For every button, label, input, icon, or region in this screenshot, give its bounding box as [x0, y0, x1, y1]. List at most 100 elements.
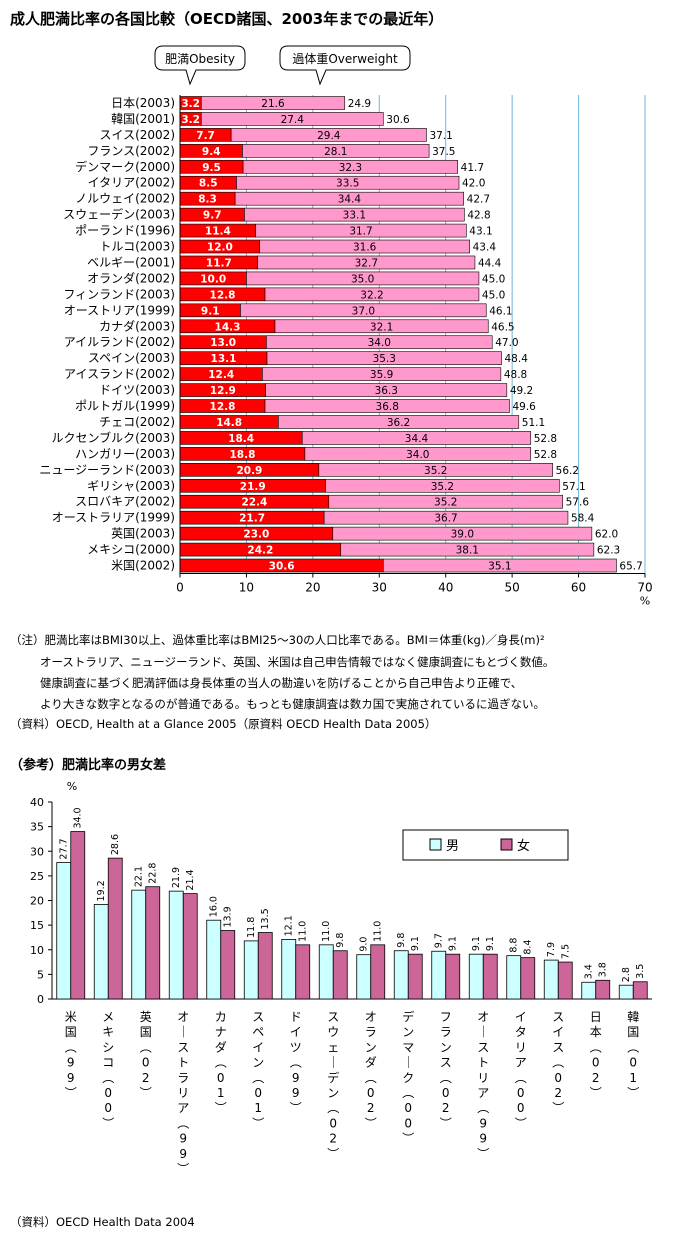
total-value-label: 49.6 [512, 401, 536, 413]
overweight-value-label: 34.0 [368, 337, 391, 349]
category-label-char: 2 [592, 1071, 600, 1085]
category-label-char: 0 [517, 1086, 525, 1100]
bar-overweight [262, 367, 502, 381]
total-value-label: 42.7 [467, 194, 490, 206]
category-label-char: ス [477, 1040, 489, 1054]
category-label-char: ク [402, 1071, 414, 1085]
obesity-value-label: 12.4 [208, 369, 234, 381]
obesity-value-label: 3.2 [181, 98, 200, 110]
total-value-label: 46.5 [491, 321, 514, 333]
x-tick-label: 60 [571, 581, 586, 595]
category-label-char: コ [102, 1056, 114, 1070]
obesity-value-label: 22.4 [241, 497, 267, 509]
total-value-label: 43.4 [473, 242, 497, 254]
bar-overweight [266, 335, 493, 350]
total-value-label: 65.7 [619, 561, 642, 573]
male-value-label: 9.7 [434, 933, 445, 948]
category-label-char: デ [327, 1070, 339, 1085]
category-label-char: ︵ [515, 1071, 527, 1085]
category-label-char: オ [365, 1010, 377, 1024]
category-label-char: マ [402, 1040, 414, 1054]
overweight-value-label: 39.0 [451, 529, 474, 541]
category-label-char: ︶ [402, 1132, 414, 1146]
gender-bar-chart: 0510152025303540%27.734.0米国︵99︶19.228.6メ… [30, 780, 652, 1176]
category-label: スロバキア(2002) [75, 495, 175, 509]
category-label-char: ︶ [290, 1101, 302, 1115]
obesity-value-label: 12.9 [210, 385, 236, 397]
category-label-char: 0 [629, 1056, 637, 1070]
bar-overweight [304, 447, 532, 461]
note-line-2: オーストラリア、ニュージーランド、英国、米国は自己申告情報ではなく健康調査にもと… [40, 655, 555, 669]
category-label: アイルランド(2002) [64, 335, 175, 349]
overweight-value-label: 36.8 [376, 401, 399, 413]
category-label: チェコ(2002) [99, 415, 175, 429]
y-tick-label: 0 [37, 993, 44, 1006]
bar-female [295, 944, 311, 1000]
category-label-char: ︵ [590, 1040, 602, 1054]
category-label-char: 国 [65, 1025, 77, 1039]
bar-female [595, 979, 611, 1000]
total-value-label: 52.8 [534, 433, 557, 445]
category-label-char: リ [515, 1040, 527, 1054]
category-label-char: ン [252, 1056, 264, 1070]
category-label: ノルウェイ(2002) [75, 192, 175, 206]
y-tick-label: 40 [30, 796, 44, 809]
overweight-value-label: 28.1 [324, 146, 347, 158]
note-source: （資料）OECD, Health at a Glance 2005（原資料 OE… [10, 717, 437, 731]
male-value-label: 11.0 [321, 921, 332, 942]
category-label-char: ト [477, 1056, 489, 1070]
total-value-label: 51.1 [522, 417, 545, 429]
category-label-char: 米 [65, 1010, 77, 1024]
category-label-char: 1 [629, 1071, 637, 1085]
category-label: 英国(2003) [111, 527, 175, 541]
category-label: スペイン(2003) [88, 351, 175, 365]
bar-overweight [234, 191, 464, 206]
category-label-char: ︶ [102, 1116, 114, 1130]
bar-male [618, 984, 634, 1000]
obesity-value-label: 8.5 [199, 178, 218, 190]
category-label-char: 0 [592, 1056, 600, 1070]
bar-male [93, 904, 109, 1000]
male-value-label: 9.0 [359, 937, 370, 952]
bar-overweight [274, 319, 489, 334]
male-value-label: 27.7 [59, 838, 70, 859]
overweight-value-label: 35.2 [431, 481, 454, 493]
category-label-char: ア [177, 1101, 189, 1115]
category-label-char: ︵ [402, 1086, 414, 1100]
total-value-label: 57.1 [562, 481, 585, 493]
obesity-value-label: 9.5 [202, 162, 221, 174]
category-label-char: ︶ [215, 1101, 227, 1115]
obesity-value-label: 14.3 [215, 321, 241, 333]
male-value-label: 2.8 [621, 967, 632, 982]
bar-overweight [318, 463, 553, 477]
category-label: ハンガリー(2003) [75, 447, 175, 461]
category-label: スウェーデン(2003) [63, 207, 175, 222]
category-label-char: 0 [329, 1116, 337, 1130]
horizontal-stacked-bar-chart: 0 10 20 30 40 50 60 70% 3.2 21.6 24.9 日本(2003) 3.2 27… [39, 45, 653, 608]
category-label: ニュージーランド(2003) [39, 463, 175, 477]
category-label-char: 9 [292, 1071, 300, 1085]
category-label: ドイツ(2003) [99, 383, 175, 397]
category-label: 韓国(2001) [111, 112, 175, 126]
category-label-char: デ [402, 1009, 414, 1024]
bar-overweight [265, 383, 508, 397]
bar-overweight [328, 494, 563, 509]
y-tick-label: 15 [30, 919, 44, 932]
female-value-label: 9.1 [410, 936, 421, 951]
obesity-value-label: 21.7 [239, 513, 265, 525]
category-label-char: ︶ [140, 1086, 152, 1100]
category-label-char: ス [552, 1010, 564, 1024]
callout-obesity-box [154, 45, 246, 86]
bar-overweight [257, 255, 476, 270]
category-label: イタリア(2002) [88, 176, 175, 190]
category-label-char: ス [327, 1010, 339, 1024]
x-tick-label: 0 [176, 581, 184, 595]
bar-male [168, 890, 184, 1000]
category-label-char: ト [177, 1056, 189, 1070]
total-value-label: 30.6 [386, 114, 410, 126]
female-value-label: 21.4 [185, 869, 196, 890]
bar-overweight [382, 558, 617, 573]
category-label: オーストリア(1999) [64, 303, 175, 317]
category-label: オーストラリア(1999) [52, 511, 175, 525]
female-value-label: 13.9 [223, 906, 234, 927]
